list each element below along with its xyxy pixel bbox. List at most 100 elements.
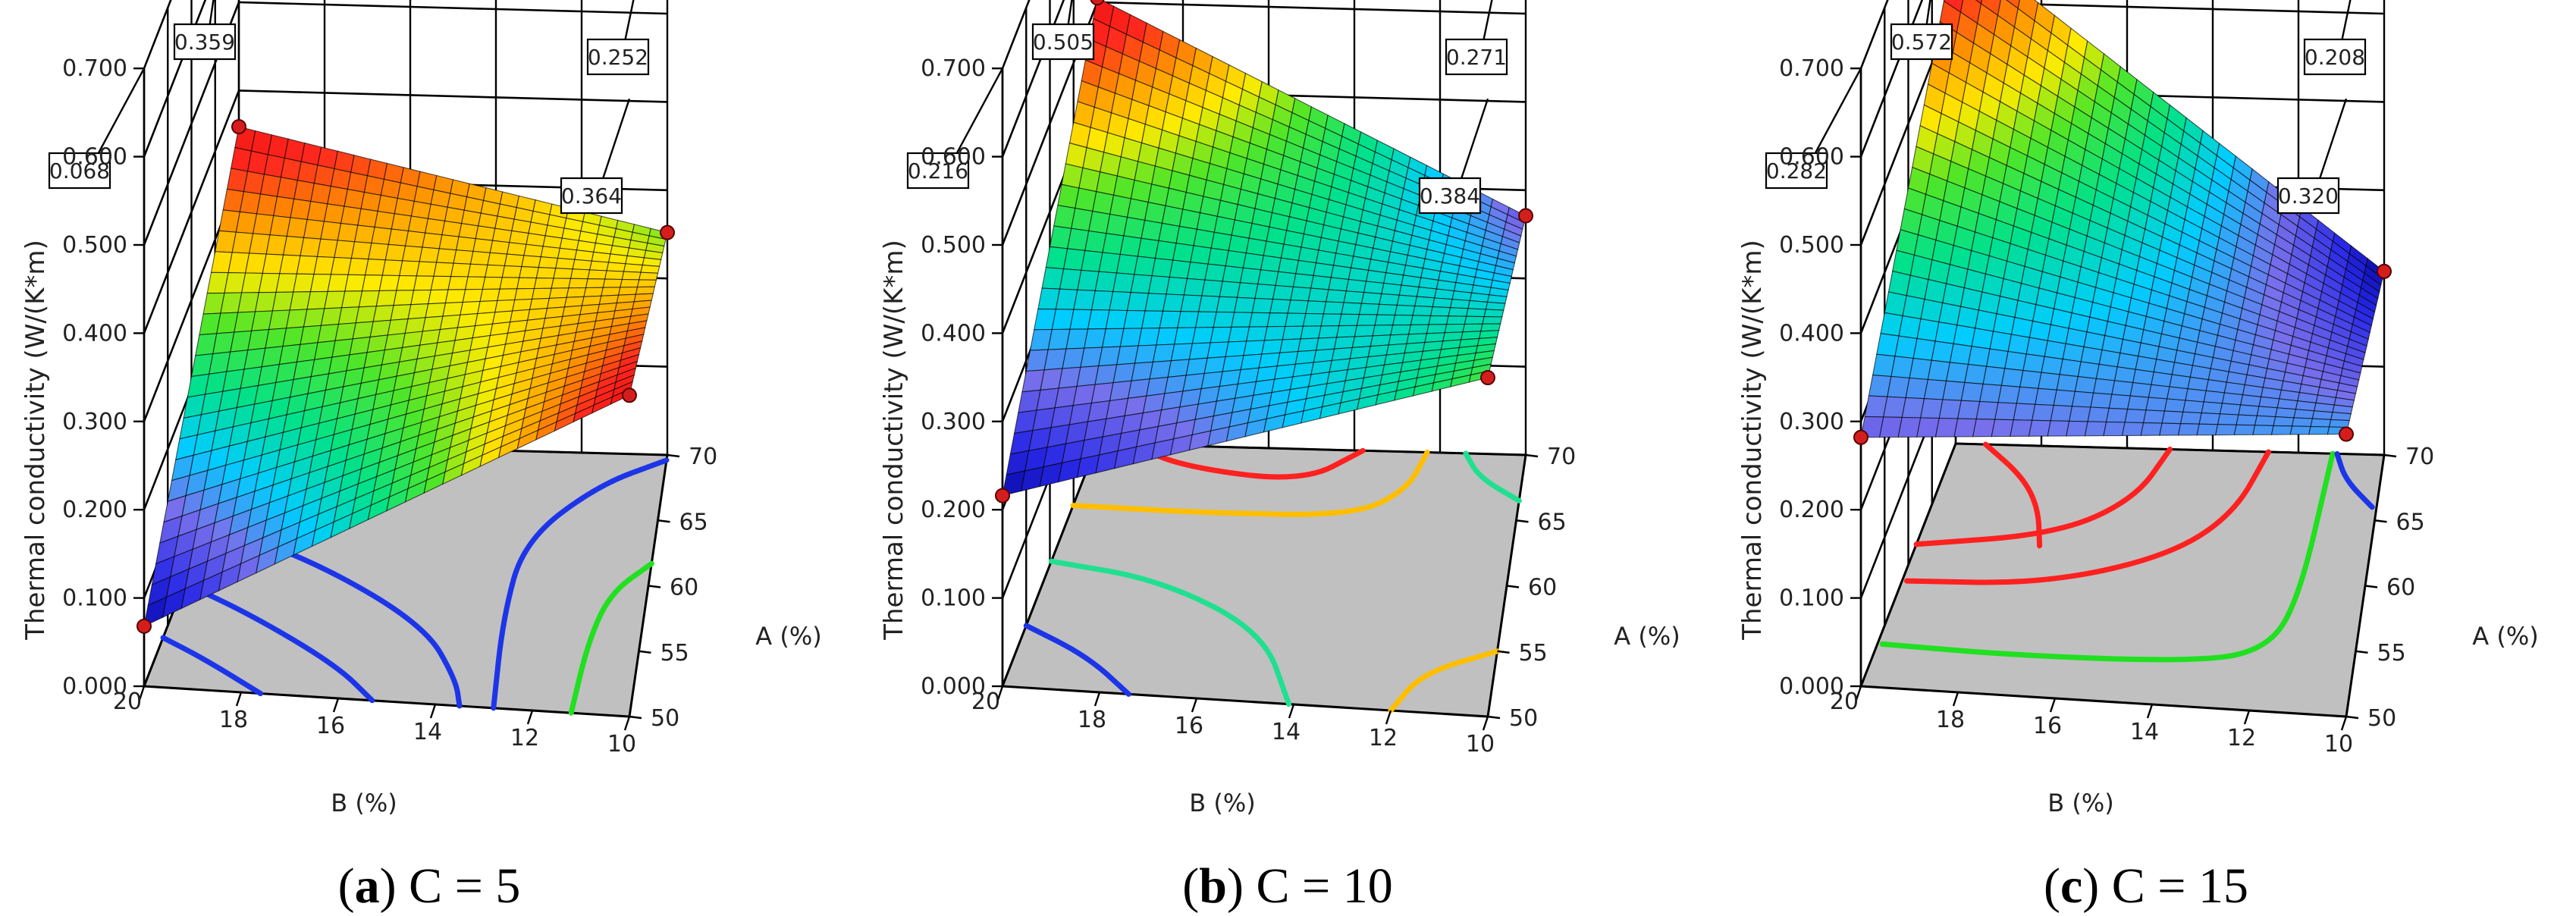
surface-cell-b [1207, 247, 1229, 267]
z-tick-label-b: 0.200 [921, 497, 986, 523]
surface-cell-b [1338, 313, 1360, 327]
surface-cell-b [1432, 297, 1453, 309]
surface-cell-a [602, 278, 623, 288]
surface-cell-a [450, 262, 472, 278]
surface-cell-a [447, 276, 469, 290]
surface-cell-a [540, 246, 561, 259]
surface-cell-b [1254, 284, 1276, 300]
b-tick-mark-a [235, 692, 243, 707]
surface-cell-a [482, 276, 503, 290]
surface-cell-a [516, 277, 538, 290]
corner-leader-back_left-a [203, 0, 215, 60]
a-tick-mark-a [657, 519, 670, 523]
surface-cell-a [521, 255, 541, 268]
contour-line-b [1023, 623, 1131, 697]
surface-cell-b [1258, 352, 1281, 369]
surface-cell-a [509, 230, 529, 245]
surface-cell-b [1248, 312, 1271, 328]
surface-cell-a [491, 227, 513, 243]
surface-cell-b [1263, 325, 1286, 341]
surface-cell-b [1462, 323, 1483, 333]
surface-cell-b [1348, 267, 1370, 282]
panel-a: 0.359 0.252 0.068 0.364 0.000 0.100 0.200 0.300… [0, 0, 858, 916]
surface-cell-b [1326, 289, 1347, 303]
b-tick-mark-a [138, 685, 146, 701]
surface-cell-b [1210, 326, 1232, 344]
surface-cell-b [1159, 310, 1181, 329]
surface-cell-a [381, 259, 403, 277]
surface-cell-c [2198, 413, 2221, 425]
surface-cell-b [1394, 304, 1416, 316]
surface-cell-c [2145, 397, 2168, 412]
panel-b: 0.505 0.271 0.216 0.384 0.000 0.100 0.200 0.300… [858, 0, 1717, 916]
a-tick-mark-b [1497, 650, 1510, 654]
surface-cell-a [455, 236, 476, 253]
a-tick-label-c: 60 [2386, 575, 2415, 601]
surface-cell-c [2127, 395, 2150, 411]
z-tick-label-a: 0.300 [62, 409, 127, 435]
a-tick-mark-b [1506, 585, 1520, 588]
surface-cell-a [533, 278, 554, 290]
b-tick-label-b: 20 [971, 689, 1000, 715]
b-ticks-c: 20 18 16 14 12 10 [1830, 685, 2353, 758]
surface-cell-c [2140, 422, 2163, 436]
z-ticks-b: 0.000 0.100 0.200 0.300 0.400 0.500 0.600 0.700 [921, 55, 1002, 700]
surface-cell-b [1234, 296, 1256, 313]
surface-cell-c [2258, 396, 2280, 409]
contour-lines-c [1879, 441, 2375, 663]
design-point-a [136, 618, 152, 634]
a-ticks-c: 50 55 60 65 70 [2345, 444, 2434, 732]
surface-cell-b [1180, 294, 1203, 312]
surface-cell-b [1178, 209, 1201, 230]
surface-cell-c [1989, 331, 2013, 353]
b-tick-label-c: 20 [1830, 689, 1859, 715]
z-tick-label-b: 0.100 [921, 585, 986, 612]
surface-cell-c [2182, 400, 2204, 414]
surface-cell-b [1210, 231, 1232, 252]
corner-label-front_right-a: 0.364 [561, 184, 622, 209]
surface-cell-a [589, 260, 610, 271]
surface-cell-c [2270, 425, 2293, 435]
surface-cell-a [402, 245, 423, 262]
z-tick-label-a: 0.200 [62, 497, 127, 523]
surface-cell-a [548, 287, 569, 299]
corner-label-back_left-b: 0.505 [1033, 30, 1093, 55]
contour-line-b [1048, 558, 1292, 707]
surface-cell-c [2062, 343, 2085, 362]
surface-cell-c [2311, 410, 2333, 420]
b-tick-mark-c [1855, 685, 1862, 701]
design-point-c [1853, 429, 1868, 445]
contour-line-c [2334, 450, 2375, 510]
surface-cell-b [1228, 326, 1250, 343]
surface-cell-c [2050, 404, 2073, 422]
contour-line-c [1983, 441, 2043, 549]
surface-cell-a [394, 197, 415, 217]
a-axis-title-c: A (%) [2472, 622, 2538, 651]
surface-cell-b [1429, 306, 1451, 317]
surface-cell-c [1992, 313, 2016, 335]
corner-box-back_right-b [1445, 38, 1508, 76]
b-tick-label-a: 14 [413, 719, 442, 745]
corner-leader-back_right-b [1475, 0, 1493, 75]
z-tick-label-b: 0.700 [921, 55, 986, 82]
a-tick-mark-a [648, 585, 661, 588]
surface-cell-c [2087, 406, 2110, 423]
surface-cell-b [1363, 281, 1385, 294]
surface-cell-a [378, 274, 400, 291]
surface-cell-c [2056, 374, 2079, 392]
surface-cell-a [529, 297, 551, 310]
corner-label-back_right-c: 0.208 [2305, 45, 2365, 70]
surface-cell-a [538, 256, 559, 269]
surface-cell-a [585, 278, 606, 289]
surface-cell-c [2203, 390, 2226, 404]
design-point-b [1090, 0, 1105, 6]
surface-cell-b [1297, 337, 1319, 353]
surface-cell-c [2291, 417, 2314, 428]
contour-line-a [181, 580, 375, 704]
surface-cell-b [1225, 340, 1247, 358]
surface-cell-b [1398, 284, 1420, 297]
b-tick-label-a: 10 [607, 731, 636, 758]
surface-cell-c [2159, 422, 2182, 436]
surface-cell-b [1356, 314, 1378, 326]
a-tick-label-c: 55 [2377, 640, 2406, 667]
